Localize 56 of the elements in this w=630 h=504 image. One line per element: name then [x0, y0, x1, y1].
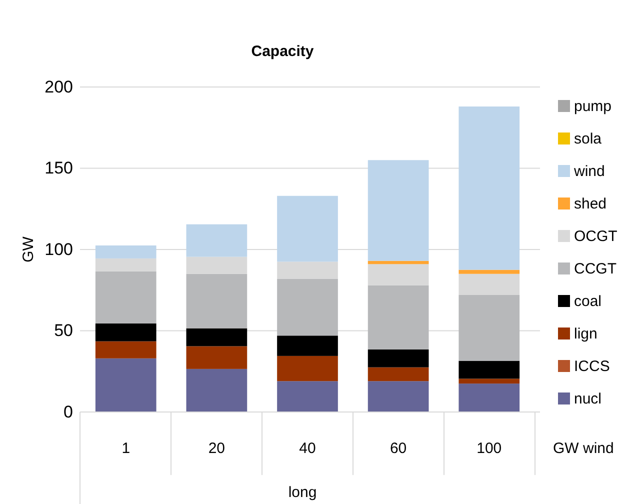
bar	[186, 224, 248, 257]
bar	[458, 384, 520, 412]
bar	[277, 356, 338, 382]
legend-label: OCGT	[574, 228, 618, 245]
bar	[277, 262, 338, 279]
bar	[368, 381, 429, 412]
legend-label: pump	[574, 98, 612, 115]
bar	[368, 349, 429, 368]
x-tick-label: 1	[122, 440, 130, 457]
bar	[95, 341, 156, 358]
bar	[368, 367, 429, 382]
bar	[277, 278, 338, 336]
bar	[368, 264, 429, 286]
bar	[95, 258, 156, 272]
bar	[186, 346, 248, 369]
bar	[277, 336, 338, 356]
x-tick-label: 40	[299, 440, 316, 457]
bar	[186, 274, 248, 328]
bar	[368, 285, 429, 350]
y-tick-label: 0	[64, 402, 73, 422]
y-tick-label: 150	[44, 158, 73, 178]
legend-label: wind	[573, 163, 605, 180]
bar	[277, 381, 338, 412]
bar	[458, 295, 520, 361]
x-tick-label: 100	[476, 440, 502, 457]
x-axis-title: long	[288, 484, 317, 501]
x-tick-label: 60	[390, 440, 407, 457]
bar	[95, 271, 156, 324]
legend-label: coal	[574, 293, 602, 310]
bar	[458, 106, 520, 270]
legend-label: sola	[574, 130, 602, 148]
bar	[186, 328, 248, 346]
y-tick-label: 200	[44, 77, 73, 96]
bar	[95, 245, 156, 258]
legend-label: shed	[574, 196, 607, 212]
bar	[368, 160, 429, 261]
x-tick-label: 20	[208, 440, 226, 457]
y-tick-label: 50	[54, 321, 73, 340]
text: GW wind	[553, 440, 614, 457]
bar	[458, 274, 520, 295]
chart-title: Capacity	[251, 43, 314, 60]
bar	[458, 270, 520, 274]
bar	[186, 368, 248, 412]
y-tick-label: 100	[44, 240, 73, 259]
bar	[95, 358, 156, 412]
bar	[95, 323, 156, 342]
bar	[458, 360, 520, 379]
bar	[368, 260, 429, 264]
bar	[277, 196, 338, 262]
bar	[458, 378, 520, 384]
bar	[186, 256, 248, 274]
legend-label: nucl	[574, 390, 602, 408]
y-axis-title: GW	[20, 236, 37, 262]
legend-label: ICCS	[574, 358, 610, 375]
legend-label: lign	[574, 326, 598, 342]
legend-label: CCGT	[574, 260, 616, 278]
